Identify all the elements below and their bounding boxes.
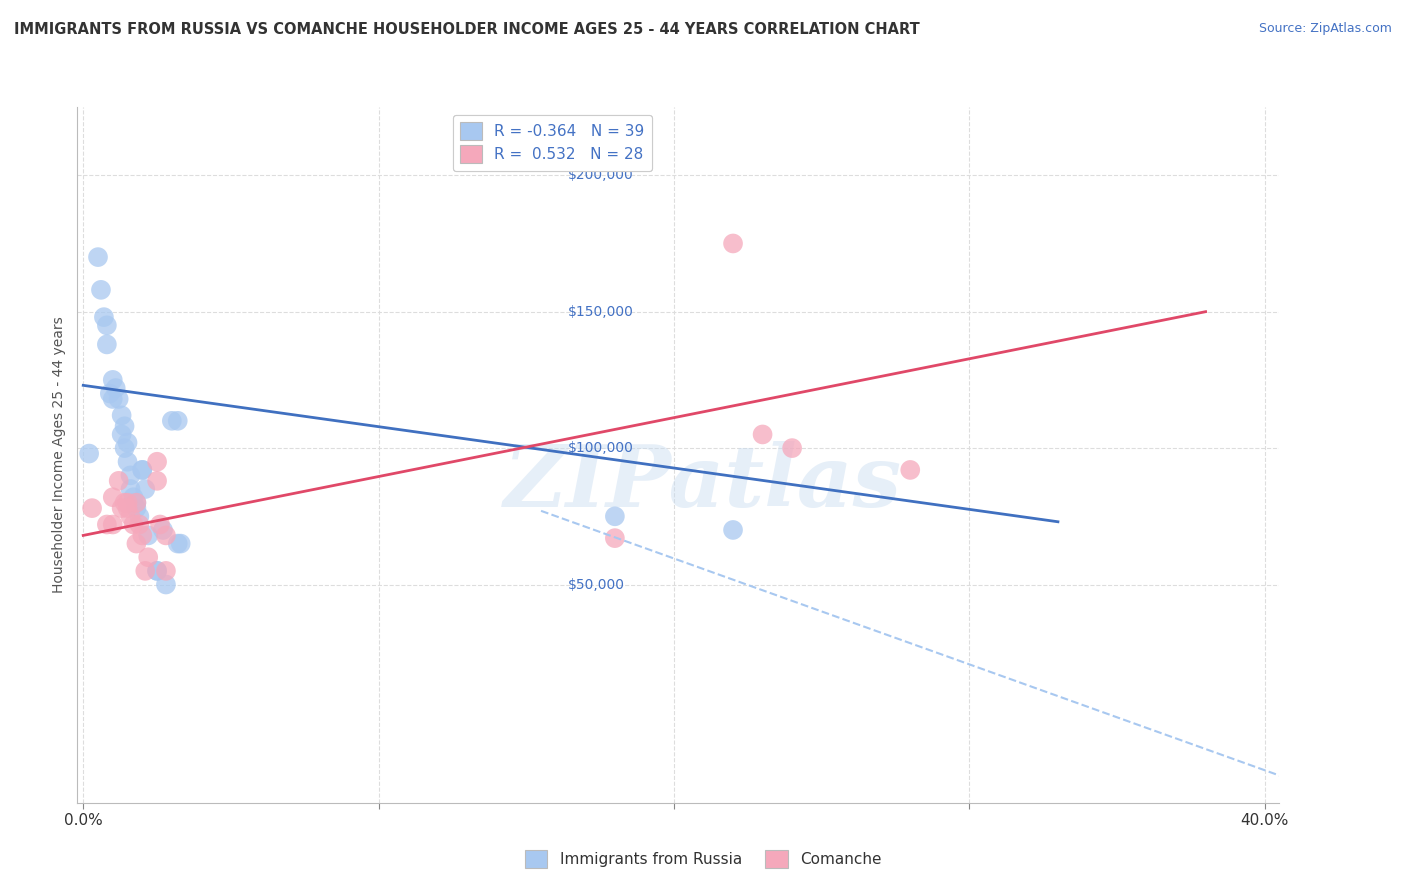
Point	[146, 474, 169, 488]
Point	[152, 523, 174, 537]
Point	[111, 427, 134, 442]
Point	[136, 528, 159, 542]
Point	[114, 419, 136, 434]
Point	[101, 392, 124, 406]
Point	[146, 564, 169, 578]
Point	[721, 523, 744, 537]
Point	[90, 283, 112, 297]
Point	[125, 496, 148, 510]
Point	[96, 318, 118, 333]
Text: $100,000: $100,000	[568, 442, 634, 455]
Legend: R = -0.364   N = 39, R =  0.532   N = 28: R = -0.364 N = 39, R = 0.532 N = 28	[453, 115, 652, 170]
Point	[122, 490, 145, 504]
Text: Source: ZipAtlas.com: Source: ZipAtlas.com	[1258, 22, 1392, 36]
Point	[128, 509, 150, 524]
Point	[82, 501, 104, 516]
Point	[101, 517, 124, 532]
Point	[107, 392, 129, 406]
Y-axis label: Householder Income Ages 25 - 44 years: Householder Income Ages 25 - 44 years	[52, 317, 66, 593]
Point	[114, 441, 136, 455]
Point	[131, 528, 153, 542]
Point	[146, 455, 169, 469]
Point	[114, 496, 136, 510]
Point	[125, 496, 148, 510]
Point	[117, 501, 139, 516]
Point	[125, 536, 148, 550]
Point	[125, 501, 148, 516]
Point	[898, 463, 921, 477]
Point	[117, 455, 139, 469]
Point	[131, 463, 153, 477]
Point	[87, 250, 110, 264]
Point	[96, 517, 118, 532]
Text: $150,000: $150,000	[568, 305, 634, 318]
Point	[131, 463, 153, 477]
Point	[155, 577, 177, 591]
Point	[155, 528, 177, 542]
Point	[101, 490, 124, 504]
Text: $50,000: $50,000	[568, 577, 624, 591]
Point	[101, 373, 124, 387]
Legend: Immigrants from Russia, Comanche: Immigrants from Russia, Comanche	[517, 843, 889, 875]
Point	[166, 536, 188, 550]
Point	[134, 482, 156, 496]
Point	[98, 386, 121, 401]
Point	[166, 414, 188, 428]
Point	[170, 536, 193, 550]
Point	[96, 337, 118, 351]
Point	[136, 550, 159, 565]
Text: IMMIGRANTS FROM RUSSIA VS COMANCHE HOUSEHOLDER INCOME AGES 25 - 44 YEARS CORRELA: IMMIGRANTS FROM RUSSIA VS COMANCHE HOUSE…	[14, 22, 920, 37]
Point	[780, 441, 803, 455]
Text: $200,000: $200,000	[568, 169, 634, 182]
Point	[120, 482, 142, 496]
Point	[134, 564, 156, 578]
Point	[751, 427, 773, 442]
Point	[160, 414, 183, 428]
Point	[117, 496, 139, 510]
Point	[104, 381, 127, 395]
Point	[146, 564, 169, 578]
Point	[149, 517, 172, 532]
Point	[603, 509, 626, 524]
Point	[107, 474, 129, 488]
Point	[120, 509, 142, 524]
Point	[128, 517, 150, 532]
Text: ZIPatlas: ZIPatlas	[503, 441, 901, 524]
Point	[111, 409, 134, 423]
Point	[721, 236, 744, 251]
Point	[93, 310, 115, 325]
Point	[155, 564, 177, 578]
Point	[111, 501, 134, 516]
Point	[122, 517, 145, 532]
Point	[120, 468, 142, 483]
Point	[603, 531, 626, 545]
Point	[117, 435, 139, 450]
Point	[77, 446, 100, 460]
